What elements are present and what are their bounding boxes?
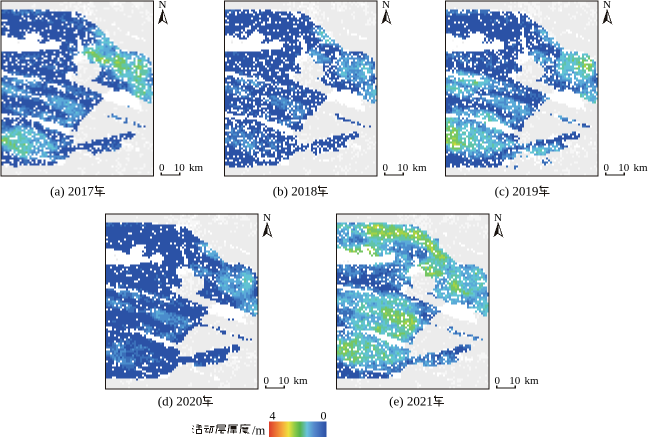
svg-text:(b) 2018: (b) 2018: [273, 184, 317, 199]
svg-text:0: 0: [383, 162, 389, 174]
svg-text:0: 0: [159, 162, 165, 174]
svg-text:0: 0: [495, 375, 501, 387]
svg-text:N: N: [603, 0, 611, 11]
svg-text:(a) 2017: (a) 2017: [50, 184, 94, 199]
svg-text:km: km: [293, 375, 308, 387]
svg-text:km: km: [633, 162, 648, 174]
svg-text:4: 4: [270, 409, 276, 423]
svg-text:(c) 2019: (c) 2019: [495, 184, 539, 199]
svg-text:10: 10: [174, 162, 186, 174]
svg-text:km: km: [412, 162, 427, 174]
svg-text:10: 10: [278, 375, 290, 387]
svg-text:(d) 2020: (d) 2020: [158, 394, 202, 409]
svg-text:0: 0: [604, 162, 610, 174]
svg-text:0: 0: [321, 409, 327, 423]
svg-text:10: 10: [618, 162, 630, 174]
svg-text:/m: /m: [252, 424, 265, 437]
svg-text:(e) 2021: (e) 2021: [389, 394, 433, 409]
svg-text:10: 10: [509, 375, 521, 387]
svg-text:N: N: [159, 0, 167, 11]
svg-text:10: 10: [397, 162, 409, 174]
svg-text:0: 0: [264, 375, 270, 387]
svg-text:N: N: [494, 212, 502, 224]
svg-text:km: km: [524, 375, 539, 387]
svg-text:km: km: [189, 162, 204, 174]
svg-text:N: N: [263, 212, 271, 224]
svg-text:N: N: [382, 0, 390, 11]
